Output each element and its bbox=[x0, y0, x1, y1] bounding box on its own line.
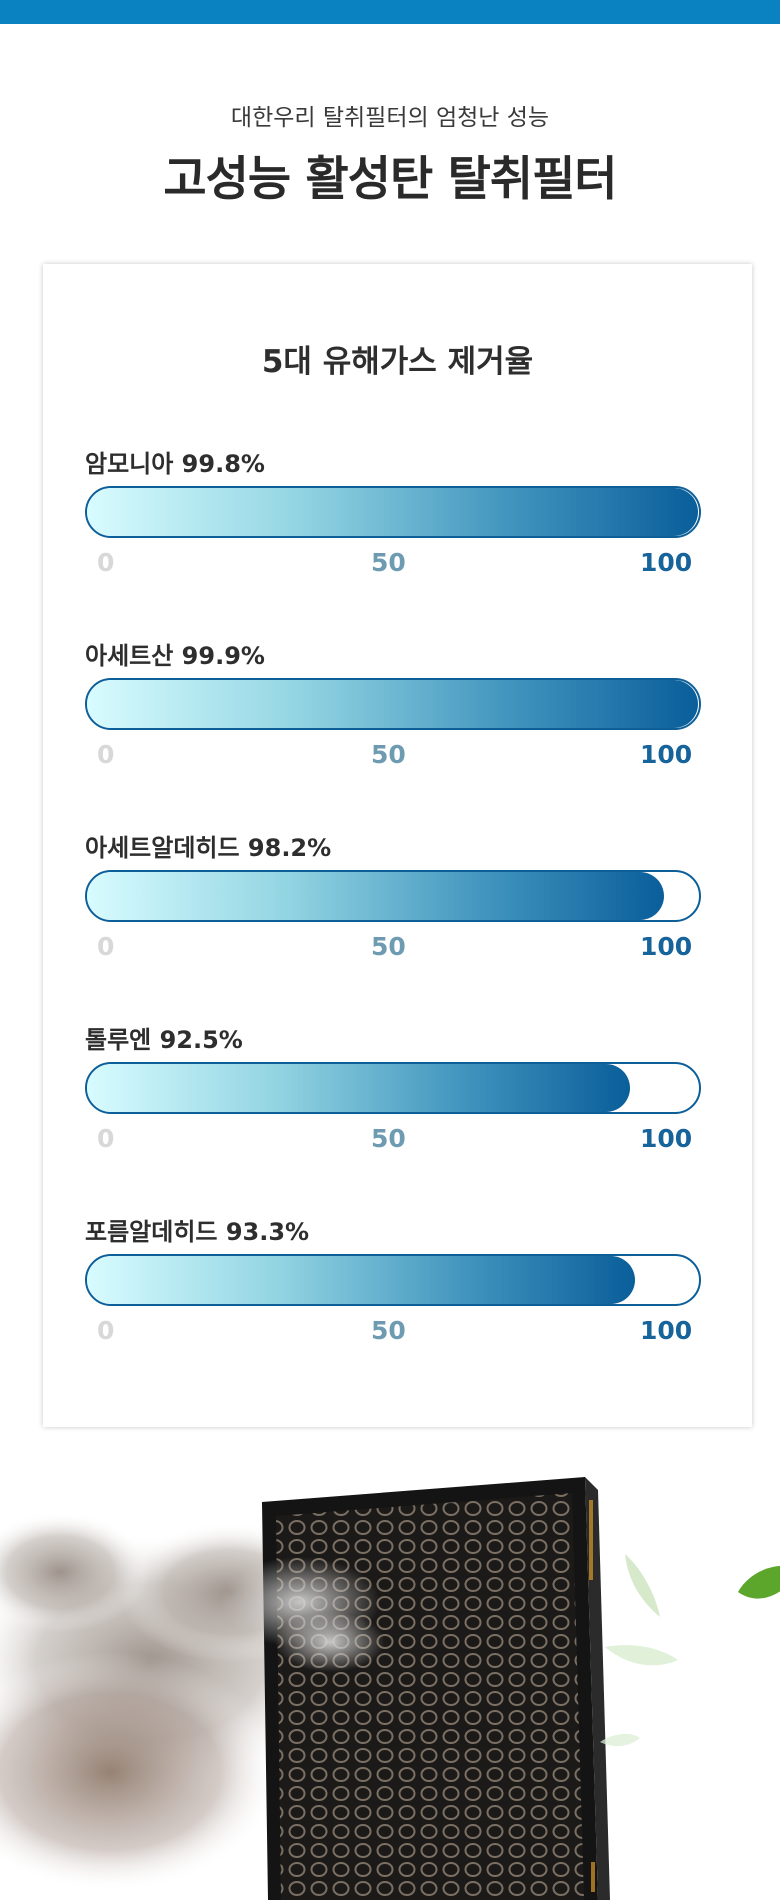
progress-fill bbox=[87, 488, 698, 536]
gas-row-ammonia: 암모니아 99.8% 0 50 100 bbox=[85, 444, 705, 604]
smoke-cloud bbox=[0, 1652, 280, 1892]
progress-track bbox=[85, 1254, 701, 1306]
progress-fill bbox=[87, 1064, 631, 1112]
top-accent-bar bbox=[0, 0, 780, 24]
filter-honeycomb bbox=[276, 1493, 584, 1900]
leaf-icon bbox=[738, 1566, 780, 1599]
leaf-icon bbox=[625, 1554, 660, 1617]
tick-0: 0 bbox=[97, 932, 115, 961]
progress-track bbox=[85, 486, 701, 538]
mist bbox=[275, 1612, 385, 1672]
gas-label: 아세트알데히드 98.2% bbox=[85, 834, 332, 862]
gas-label: 암모니아 99.8% bbox=[85, 450, 265, 478]
smoke-cloud bbox=[0, 1512, 150, 1632]
progress-fill bbox=[87, 680, 699, 728]
tick-0: 0 bbox=[97, 1124, 115, 1153]
tick-50: 50 bbox=[371, 1316, 406, 1345]
gas-row-formaldehyde: 포름알데히드 93.3% 0 50 100 bbox=[85, 1212, 705, 1372]
filter-product-image bbox=[0, 1442, 780, 1900]
tick-0: 0 bbox=[97, 740, 115, 769]
tick-100: 100 bbox=[640, 740, 693, 769]
tick-50: 50 bbox=[371, 1124, 406, 1153]
gas-label: 톨루엔 92.5% bbox=[85, 1026, 243, 1054]
gas-row-acetaldehyde: 아세트알데히드 98.2% 0 50 100 bbox=[85, 828, 705, 988]
filter-edge bbox=[585, 1477, 610, 1900]
card-title: 5대 유해가스 제거율 bbox=[261, 344, 534, 380]
leaf-icon bbox=[605, 1645, 678, 1666]
gas-row-toluene: 톨루엔 92.5% 0 50 100 bbox=[85, 1020, 705, 1180]
tick-50: 50 bbox=[371, 548, 406, 577]
tick-0: 0 bbox=[97, 1316, 115, 1345]
filter-side-label bbox=[589, 1500, 593, 1580]
progress-fill bbox=[87, 872, 664, 920]
tick-0: 0 bbox=[97, 548, 115, 577]
progress-track bbox=[85, 678, 701, 730]
tick-100: 100 bbox=[640, 1124, 693, 1153]
gas-label: 포름알데히드 93.3% bbox=[85, 1218, 310, 1246]
progress-track bbox=[85, 1062, 701, 1114]
gas-label: 아세트산 99.9% bbox=[85, 642, 265, 670]
progress-fill bbox=[87, 1256, 636, 1304]
leaf-icon bbox=[600, 1733, 640, 1747]
progress-track bbox=[85, 870, 701, 922]
tick-50: 50 bbox=[371, 932, 406, 961]
section-title: 고성능 활성탄 탈취필터 bbox=[163, 152, 617, 207]
filter-side-label bbox=[591, 1862, 595, 1892]
removal-rate-card: 5대 유해가스 제거율 암모니아 99.8% 0 50 100 아세트산 99.… bbox=[43, 264, 752, 1427]
tick-100: 100 bbox=[640, 932, 693, 961]
tick-50: 50 bbox=[371, 740, 406, 769]
tick-100: 100 bbox=[640, 548, 693, 577]
gas-row-acetic-acid: 아세트산 99.9% 0 50 100 bbox=[85, 636, 705, 796]
filter-illustration bbox=[0, 1477, 780, 1900]
section-subtitle: 대한우리 탈취필터의 엄청난 성능 bbox=[230, 105, 550, 131]
tick-100: 100 bbox=[640, 1316, 693, 1345]
